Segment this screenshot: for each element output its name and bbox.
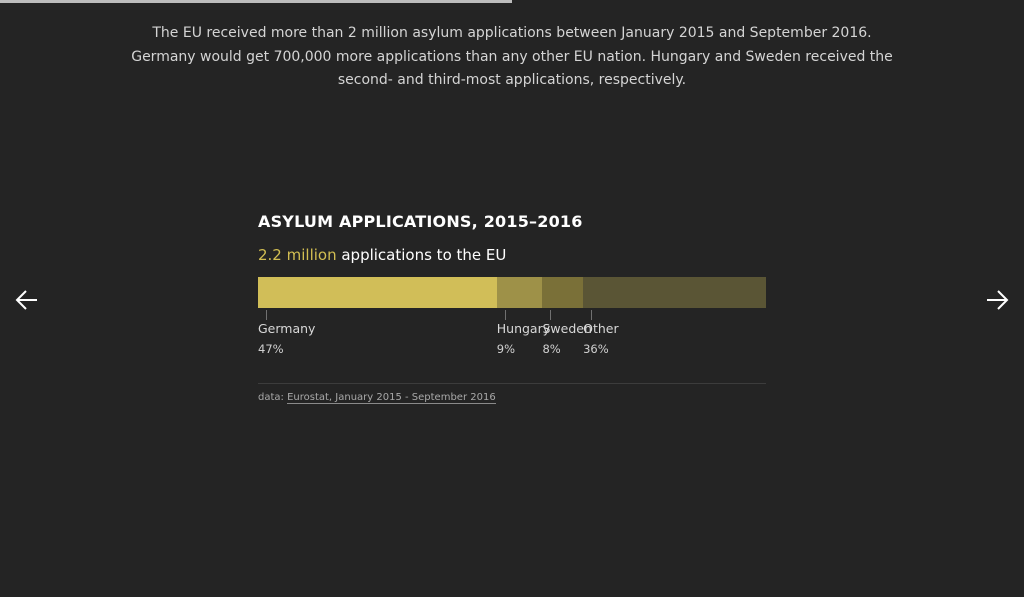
segment-value-other: 36% [583, 342, 609, 356]
tick-other [591, 310, 593, 320]
subtitle-rest: applications to the EU [336, 246, 507, 264]
segment-value-germany: 47% [258, 342, 284, 356]
tick-hungary [504, 310, 506, 320]
tick-germany [266, 310, 267, 320]
segment-label-hungary: Hungary [496, 321, 551, 336]
subtitle-highlight: 2.2 million [258, 246, 337, 264]
bar-segment-hungary [496, 277, 543, 308]
stacked-bar [258, 277, 767, 308]
arrow-left-icon[interactable] [13, 286, 41, 314]
source-note: data: Eurostat, January 2015 - September… [258, 392, 496, 404]
source-link[interactable]: Eurostat, January 2015 - September 2016 [287, 392, 496, 404]
bar-segment-other [583, 277, 767, 308]
arrow-right-icon[interactable] [983, 286, 1011, 314]
segment-value-sweden: 8% [542, 342, 561, 356]
progress-fill [0, 0, 512, 3]
source-prefix: data: [258, 392, 288, 403]
chart-subtitle: 2.2 million applications to the EU [258, 244, 506, 266]
chart-title: ASYLUM APPLICATIONS, 2015–2016 [258, 212, 583, 231]
segment-label-sweden: Sweden [542, 321, 592, 336]
stacked-bar-chart: ASYLUM APPLICATIONS, 2015–2016 2.2 milli… [258, 210, 767, 404]
segment-label-other: Other [583, 321, 619, 336]
progress-track [0, 0, 1024, 3]
segment-value-hungary: 9% [496, 342, 515, 356]
tick-sweden [550, 310, 552, 320]
divider [258, 383, 766, 384]
intro-text: The EU received more than 2 million asyl… [131, 25, 893, 88]
segment-label-germany: Germany [258, 321, 316, 336]
bar-segment-germany [258, 277, 498, 308]
bar-segment-sweden [542, 277, 584, 308]
